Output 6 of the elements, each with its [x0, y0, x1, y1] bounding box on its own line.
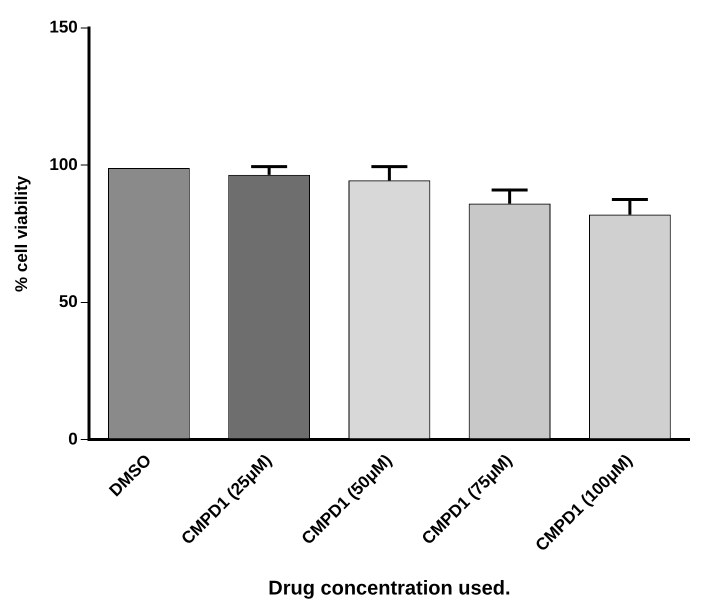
y-tick-label: 50 [58, 292, 78, 312]
y-tick-label: 150 [49, 18, 78, 37]
y-tick-label: 100 [49, 154, 78, 174]
x-axis-title: Drug concentration used. [268, 578, 511, 600]
y-axis-title: % cell viability [12, 175, 31, 292]
y-tick-label: 0 [68, 429, 78, 448]
